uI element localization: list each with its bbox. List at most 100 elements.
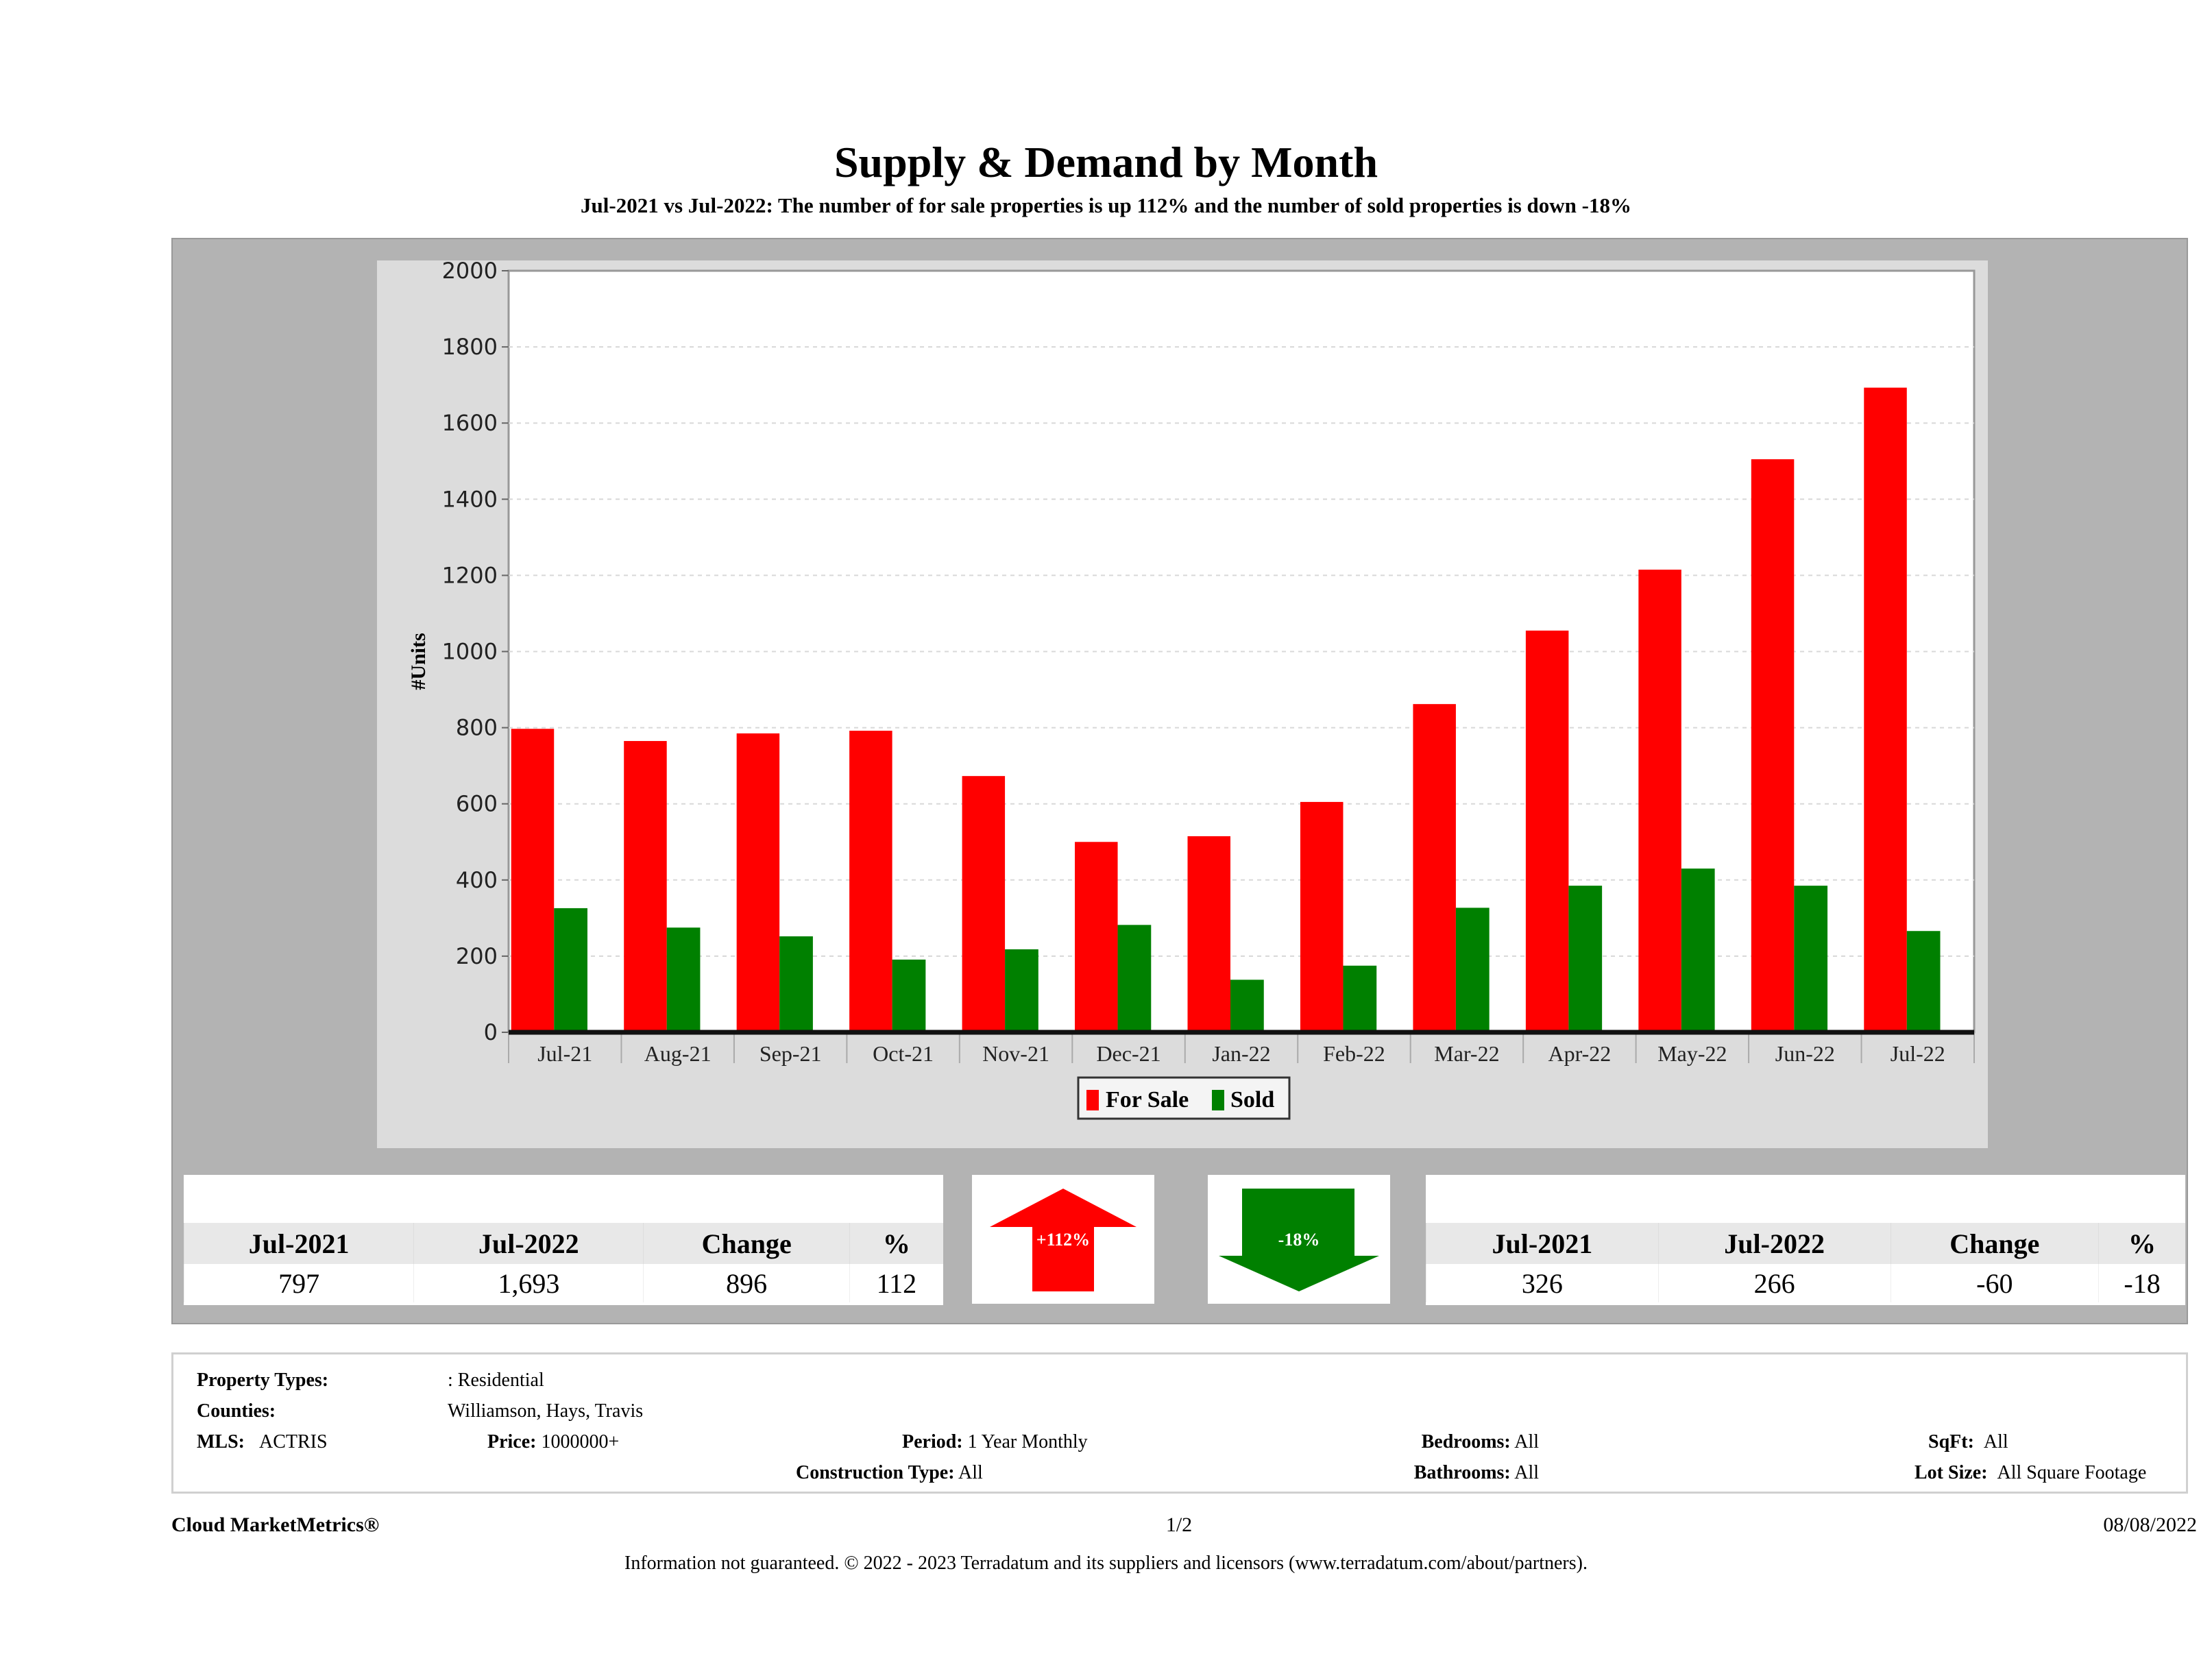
search-criteria: Property Types: : Residential Counties: … bbox=[171, 1352, 2188, 1494]
y-tick-label: 1000 bbox=[442, 639, 498, 665]
header-change: Change bbox=[643, 1223, 850, 1264]
header-jul-2021: Jul-2021 bbox=[183, 1223, 414, 1264]
bar-for-sale-Dec-21 bbox=[1075, 842, 1118, 1032]
bathrooms-value: All bbox=[1514, 1462, 1539, 1483]
value-change: -60 bbox=[1890, 1264, 2099, 1302]
bar-sold-May-22 bbox=[1681, 868, 1715, 1032]
period-value: 1 Year Monthly bbox=[967, 1431, 1088, 1452]
x-tick-label: Mar-22 bbox=[1434, 1041, 1499, 1066]
construction-type-label: Construction Type: bbox=[796, 1462, 955, 1483]
bar-for-sale-Jul-22 bbox=[1864, 387, 1907, 1032]
value-percent: 112 bbox=[849, 1264, 943, 1302]
bar-sold-Sep-21 bbox=[779, 936, 813, 1032]
price-label: Price: bbox=[487, 1431, 537, 1452]
bar-sold-Jul-22 bbox=[1906, 931, 1941, 1032]
y-tick-label: 1400 bbox=[442, 486, 498, 512]
x-tick-label: May-22 bbox=[1657, 1041, 1727, 1066]
footer-date: 08/08/2022 bbox=[2103, 1513, 2197, 1536]
y-axis: 0 200 400 600 800 1000 1200 1400 1600 1800 2000 bbox=[442, 258, 509, 1045]
for-sale-summary: Jul-2021 Jul-2022 Change % 797 1,693 896… bbox=[183, 1175, 943, 1305]
value-change: 896 bbox=[643, 1264, 850, 1302]
sqft-value: All bbox=[1983, 1431, 2008, 1452]
gridlines bbox=[509, 346, 1974, 957]
bar-for-sale-Mar-22 bbox=[1413, 704, 1456, 1032]
bar-sold-Dec-21 bbox=[1117, 925, 1152, 1032]
legend: For Sale Sold bbox=[1077, 1076, 1291, 1120]
mls-value: ACTRIS bbox=[259, 1431, 328, 1452]
bar-for-sale-Jun-22 bbox=[1751, 459, 1795, 1032]
bar-sold-Apr-22 bbox=[1568, 886, 1603, 1032]
arrow-up-icon bbox=[990, 1189, 1137, 1291]
summary-value-row: 326 266 -60 -18 bbox=[1426, 1264, 2185, 1302]
bar-sold-Jul-21 bbox=[554, 908, 587, 1032]
x-tick-label: Aug-21 bbox=[644, 1041, 712, 1066]
bedrooms-label: Bedrooms: bbox=[1421, 1431, 1511, 1452]
bar-sold-Jun-22 bbox=[1794, 886, 1828, 1032]
for-sale-arrow-box: +112% bbox=[972, 1175, 1154, 1304]
x-tick-label: Feb-22 bbox=[1323, 1041, 1385, 1066]
summary-value-row: 797 1,693 896 112 bbox=[183, 1264, 943, 1302]
bar-for-sale-Jan-22 bbox=[1187, 836, 1230, 1032]
footer-brand: Cloud MarketMetrics® bbox=[171, 1513, 380, 1536]
bar-for-sale-Feb-22 bbox=[1300, 801, 1344, 1032]
sold-arrow-box: -18% bbox=[1208, 1175, 1390, 1304]
x-tick-label: Jul-22 bbox=[1891, 1041, 1945, 1066]
bar-sold-Aug-21 bbox=[666, 927, 701, 1032]
counties-label: Counties: bbox=[197, 1400, 276, 1422]
value-jul-2022: 266 bbox=[1657, 1264, 1891, 1302]
y-tick-label: 1800 bbox=[442, 334, 498, 360]
footer-page-number: 1/2 bbox=[1165, 1513, 1193, 1536]
x-tick-label: Jul-21 bbox=[537, 1041, 592, 1066]
bar-sold-Jan-22 bbox=[1230, 980, 1264, 1032]
bar-sold-Feb-22 bbox=[1343, 965, 1377, 1032]
bar-chart: 0 200 400 600 800 1000 1200 1400 1600 1800 2000 Ju… bbox=[407, 258, 1976, 1120]
price-value: 1000000+ bbox=[541, 1431, 620, 1452]
y-tick-label: 0 bbox=[484, 1019, 498, 1045]
y-tick-label: 400 bbox=[456, 867, 498, 893]
y-tick-label: 800 bbox=[456, 715, 498, 741]
summary-header-row: Jul-2021 Jul-2022 Change % bbox=[183, 1223, 943, 1264]
bar-for-sale-Aug-21 bbox=[624, 741, 667, 1032]
header-percent: % bbox=[2098, 1223, 2185, 1264]
sqft-label: SqFt: bbox=[1928, 1431, 1974, 1452]
bar-sold-Nov-21 bbox=[1005, 949, 1038, 1032]
page-subtitle: Jul-2021 vs Jul-2022: The number of for … bbox=[581, 193, 1631, 217]
bars bbox=[511, 387, 1941, 1032]
header-jul-2022: Jul-2022 bbox=[413, 1223, 644, 1264]
value-jul-2021: 797 bbox=[183, 1264, 414, 1302]
x-tick-label: Sep-21 bbox=[759, 1041, 822, 1066]
header-change: Change bbox=[1890, 1223, 2099, 1264]
value-jul-2022: 1,693 bbox=[413, 1264, 644, 1302]
bar-for-sale-Oct-21 bbox=[849, 731, 892, 1032]
footer-disclaimer: Information not guaranteed. © 2022 - 202… bbox=[624, 1553, 1588, 1574]
bar-for-sale-Sep-21 bbox=[736, 733, 780, 1032]
header-jul-2022: Jul-2022 bbox=[1657, 1223, 1891, 1264]
period-label: Period: bbox=[902, 1431, 963, 1452]
value-jul-2021: 326 bbox=[1426, 1264, 1659, 1302]
bedrooms-value: All bbox=[1514, 1431, 1539, 1452]
x-tick-label: Jan-22 bbox=[1212, 1041, 1270, 1066]
property-types-label: Property Types: bbox=[197, 1370, 329, 1391]
bar-for-sale-Nov-21 bbox=[962, 776, 1006, 1032]
construction-type-value: All bbox=[958, 1462, 983, 1483]
summary-header-row: Jul-2021 Jul-2022 Change % bbox=[1426, 1223, 2185, 1264]
x-tick-label: Jun-22 bbox=[1775, 1041, 1835, 1066]
page-title: Supply & Demand by Month bbox=[834, 138, 1378, 186]
bar-sold-Mar-22 bbox=[1455, 908, 1490, 1032]
sold-summary: Jul-2021 Jul-2022 Change % 326 266 -60 -… bbox=[1426, 1175, 2185, 1305]
bar-for-sale-May-22 bbox=[1638, 570, 1681, 1032]
y-tick-label: 1200 bbox=[442, 562, 498, 588]
legend-label-for-sale: For Sale bbox=[1106, 1087, 1189, 1112]
bar-sold-Oct-21 bbox=[892, 959, 926, 1032]
x-tick-label: Dec-21 bbox=[1096, 1041, 1160, 1066]
legend-label-sold: Sold bbox=[1230, 1087, 1274, 1112]
y-tick-label: 200 bbox=[456, 943, 498, 969]
x-tick-label: Nov-21 bbox=[982, 1041, 1049, 1066]
bathrooms-label: Bathrooms: bbox=[1413, 1462, 1511, 1483]
mls-label: MLS: bbox=[197, 1431, 245, 1452]
legend-swatch-for-sale bbox=[1086, 1090, 1099, 1110]
x-axis: Jul-21 Aug-21 Sep-21 Oct-21 Nov-21 Dec-21 Jan-… bbox=[508, 1030, 1975, 1066]
x-tick-label: Oct-21 bbox=[873, 1041, 934, 1066]
y-tick-label: 600 bbox=[456, 791, 498, 817]
value-percent: -18 bbox=[2098, 1264, 2185, 1302]
